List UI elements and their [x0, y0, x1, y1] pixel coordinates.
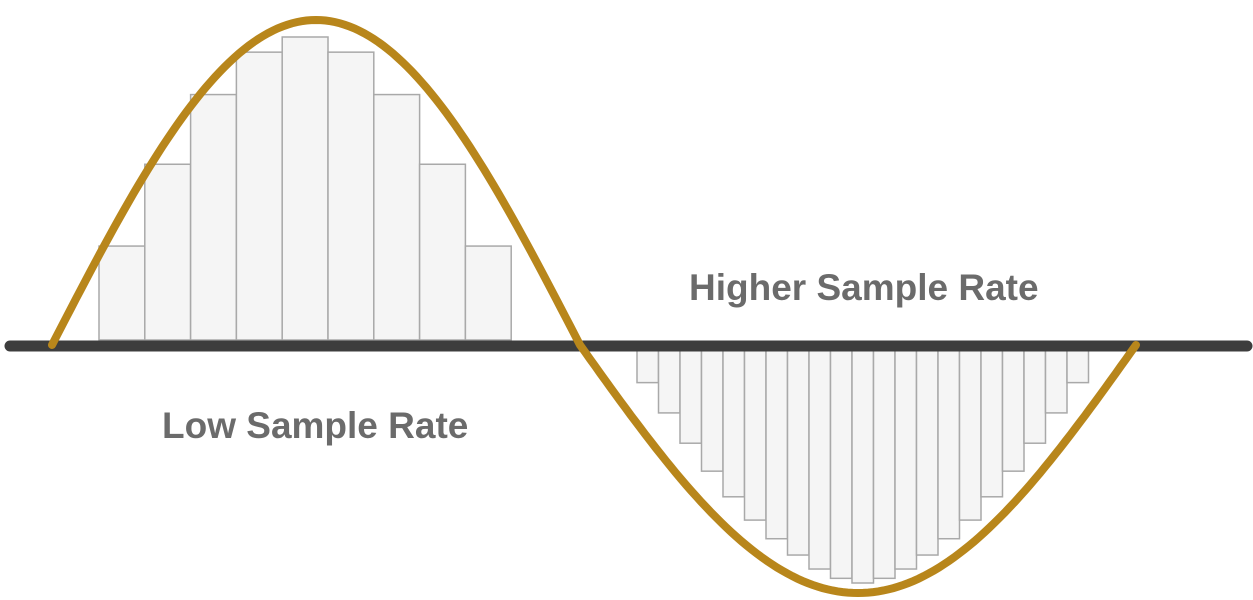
low-rate-sample-bar-9	[464, 245, 512, 341]
high-rate-sample-bar-1	[636, 349, 660, 384]
high-rate-sample-bar-4	[700, 349, 724, 472]
high-rate-sample-bar-11	[851, 349, 875, 584]
high-rate-sample-bar-19	[1023, 349, 1047, 444]
low-rate-sample-bar-8	[418, 163, 467, 341]
low-rate-sample-bars	[98, 36, 512, 341]
low-rate-label: Low Sample Rate	[162, 405, 468, 446]
high-rate-sample-bar-17	[980, 349, 1004, 498]
high-rate-sample-bar-5	[722, 349, 746, 498]
high-rate-sample-bar-16	[958, 349, 982, 521]
high-rate-sample-bar-3	[679, 349, 703, 444]
low-rate-sample-bar-5	[281, 36, 329, 341]
high-rate-sample-bar-14	[915, 349, 939, 556]
high-rate-sample-bar-18	[1001, 349, 1025, 472]
high-rate-sample-bar-13	[894, 349, 918, 570]
high-rate-sample-bar-10	[829, 349, 853, 580]
low-rate-sample-bar-2	[144, 163, 192, 341]
high-rate-sample-bar-15	[937, 349, 961, 540]
low-rate-sample-bar-1	[98, 245, 146, 341]
high-rate-sample-bar-21	[1066, 349, 1090, 384]
high-rate-sample-bars	[636, 349, 1090, 584]
high-rate-sample-bar-7	[765, 349, 789, 540]
high-rate-sample-bar-8	[786, 349, 810, 556]
low-rate-sample-bar-7	[373, 93, 421, 341]
high-rate-sample-bar-20	[1044, 349, 1068, 414]
analog-sine-wave	[48, 15, 1140, 598]
high-rate-sample-bar-9	[808, 349, 832, 570]
low-rate-sample-bar-6	[327, 51, 375, 341]
high-rate-sample-bar-12	[872, 349, 896, 580]
high-rate-sample-bar-6	[743, 349, 767, 521]
high-rate-label: Higher Sample Rate	[689, 267, 1039, 308]
high-rate-sample-bar-2	[657, 349, 681, 414]
low-rate-sample-bar-3	[189, 93, 238, 341]
low-rate-sample-bar-4	[235, 51, 283, 341]
